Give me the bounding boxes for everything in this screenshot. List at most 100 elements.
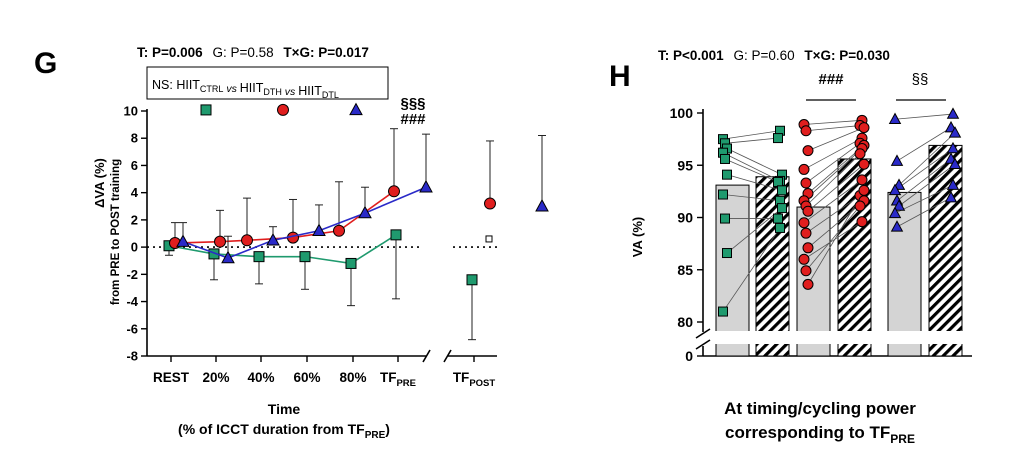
panel-h-bar-pre-hiit_ctrl [715, 184, 750, 357]
panel-h-subject-line [805, 205, 861, 272]
panel-h-subject-line [894, 148, 954, 191]
panel-h-stat-time: T: P<0.001 [658, 48, 724, 63]
panel-h-point-post-hiit_dth [856, 216, 868, 228]
panel-h-point-post-hiit_dtl [948, 126, 962, 138]
panel-g-xlabel-line2-sub: PRE [365, 430, 386, 441]
panel-h-sig-dth: ### [818, 71, 844, 88]
panel-g-xtick-label: 60% [293, 370, 320, 385]
panel-h-point-post-hiit_dtl [946, 141, 960, 154]
panel-h-point-post-hiit_dtl [946, 178, 960, 190]
panel-h-subject-line [805, 195, 861, 234]
panel-g-point-hiit_dtl [312, 223, 326, 237]
panel-g-xlabel-line1: Time [268, 401, 301, 417]
panel-h-point-post-hiit_dth [856, 174, 868, 186]
panel-h-point-post-hiit_ctrl [777, 203, 787, 214]
panel-h-bar-break [837, 331, 872, 344]
panel-h-bar-break [928, 331, 963, 344]
panel-h-ytick-label: 90 [677, 210, 693, 226]
panel-h-xlabel-line2: corresponding to TFPRE [725, 423, 915, 446]
panel-h-bar-pre-hiit_dtl [887, 191, 922, 357]
panel-h-letter: H [609, 60, 631, 93]
panel-h-point-pre-hiit_dth [802, 145, 814, 157]
panel-h-subject-line [724, 137, 779, 144]
panel-h-stat-group: G: P=0.60 [733, 48, 794, 63]
panel-h-point-post-hiit_ctrl [777, 185, 787, 196]
panel-g-legend-marker [349, 102, 363, 116]
panel-h-subject-line [803, 179, 863, 224]
panel-g-axis-break-a [422, 349, 431, 363]
panel-h-subject-line [805, 142, 861, 184]
panel-g-xtick-label: REST [153, 370, 190, 385]
panel-g-ytick-label: 4 [131, 185, 139, 200]
panel-g-ytick-label: -4 [126, 294, 138, 309]
panel-g-point-hiit_dtl [266, 232, 280, 246]
panel-h-point-pre-hiit_dth [802, 242, 814, 254]
panel-g-ytick-label: 2 [131, 212, 138, 227]
panel-g-point-hiit_dth [388, 185, 400, 198]
panel-h-subject-line [803, 119, 863, 125]
panel-g-xlabel-line2-post: ) [385, 421, 390, 437]
panel-h-point-pre-hiit_ctrl [720, 213, 730, 224]
panel-h-point-post-hiit_dtl [944, 190, 958, 203]
panel-g-xtick-label: TFPOST [453, 370, 496, 389]
panel-g-point-hiit_ctrl [345, 257, 357, 269]
panel-h-subject-line [803, 137, 863, 170]
panel-g-letter: G [34, 47, 57, 80]
panel-h-point-pre-hiit_dtl [888, 112, 902, 125]
panel-g-open-marker [485, 235, 493, 243]
panel-h-point-post-hiit_dtl [948, 157, 962, 169]
panel-h-sig-dtl: §§ [912, 71, 929, 88]
panel-g-stat-group: G: P=0.58 [212, 45, 273, 60]
panel-h-point-pre-hiit_dth [800, 177, 812, 189]
panel-h-subject-line [722, 227, 781, 312]
panel-h-point-post-hiit_dth [854, 200, 866, 212]
panel-g-ytick-label: 6 [131, 158, 138, 173]
panel-h-subject-line [726, 148, 783, 176]
panel-h-point-post-hiit_dth [858, 122, 870, 134]
panel-g-sig-top: §§§ [400, 95, 425, 112]
panel-h-point-pre-hiit_dtl [892, 199, 906, 211]
panel-h-point-pre-hiit_dth [802, 205, 814, 217]
panel-h-point-pre-hiit_dtl [888, 206, 902, 219]
panel-g-point-hiit_dtl [358, 205, 372, 219]
panel-h-bar-post-hiit_dtl [928, 144, 963, 357]
panel-g-xlabel-line2: (% of ICCT duration from TFPRE) [178, 421, 390, 441]
panel-g-point-hiit_dth [214, 235, 226, 248]
panel-h-point-pre-hiit_ctrl [722, 169, 732, 180]
panel-g-xtick-label: TFPRE [380, 370, 416, 389]
panel-h-stats: T: P<0.001 G: P=0.60 T×G: P=0.030 [658, 48, 890, 63]
panel-h-ytick-label: 80 [677, 314, 693, 330]
panel-g-legend-box [146, 66, 389, 100]
panel-h-point-post-hiit_ctrl [773, 133, 783, 144]
panel-g-point-hiit_ctrl [299, 251, 311, 263]
panel-h-point-post-hiit_ctrl [775, 222, 785, 233]
panel-h-subject-line [722, 152, 781, 182]
panel-h-point-post-hiit_dth [854, 148, 866, 160]
panel-g-point-hiit_dth [241, 234, 253, 247]
panel-h-point-pre-hiit_ctrl [718, 306, 728, 317]
panel-h-subject-line [726, 174, 783, 191]
panel-g-sig-bottom: ### [400, 111, 426, 128]
panel-g-point-hiit_dth [484, 197, 496, 210]
panel-g-ytick-label: -6 [126, 321, 138, 336]
panel-h-point-pre-hiit_dth [800, 227, 812, 239]
panel-h-subject-line [894, 113, 954, 120]
panel-g-legend-marker [200, 104, 212, 116]
panel-h-ytick-label: 95 [677, 157, 693, 173]
panel-h-point-post-hiit_ctrl [773, 213, 783, 224]
panel-h-axis-break-a [695, 328, 711, 339]
panel-h-subject-line [898, 132, 956, 186]
panel-h-subject-line [896, 158, 952, 202]
panel-g-ytick-label: 8 [131, 131, 138, 146]
panel-h-subject-line [896, 127, 952, 162]
panel-h-subject-line [722, 194, 781, 202]
panel-g-point-hiit_ctrl [390, 229, 402, 241]
panel-h-xlabel-line2-pre: corresponding to TF [725, 423, 890, 442]
panel-h-point-pre-hiit_dtl [888, 183, 902, 196]
panel-h-point-post-hiit_dth [858, 184, 870, 196]
panel-g-ytick-label: 0 [131, 240, 138, 255]
panel-h-point-pre-hiit_dth [798, 217, 810, 229]
panel-h-ytick-label: 0 [685, 348, 693, 364]
panel-g-stats: T: P=0.006 G: P=0.58 T×G: P=0.017 [137, 45, 369, 60]
panel-h-point-pre-hiit_dth [798, 253, 810, 265]
